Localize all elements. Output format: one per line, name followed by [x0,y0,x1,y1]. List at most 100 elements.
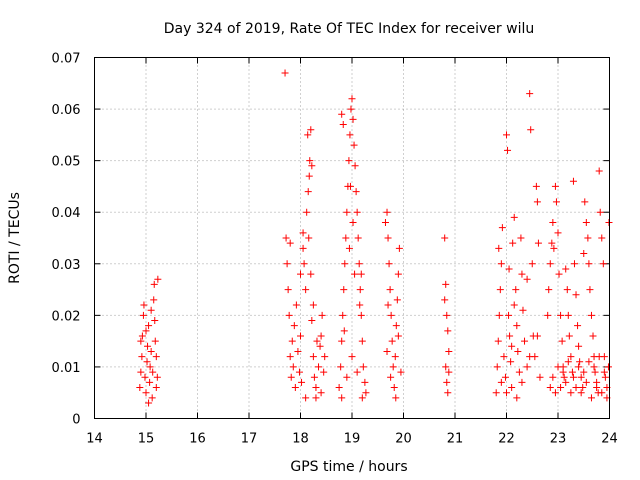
data-point [353,208,361,216]
data-point [303,208,311,216]
data-point [287,373,295,381]
data-point [343,208,351,216]
data-point [567,389,575,397]
data-point [444,389,452,397]
data-point [150,296,158,304]
data-point [513,394,521,402]
data-point [300,260,308,268]
data-point [496,286,504,294]
data-point [149,368,157,376]
data-point [304,188,312,196]
data-point [517,234,525,242]
data-point [352,188,360,196]
data-point [589,332,597,340]
data-point [153,373,161,381]
data-point [586,286,594,294]
data-point [335,384,343,392]
data-point [549,219,557,227]
data-point [523,363,531,371]
data-point [361,378,369,386]
data-point [565,332,573,340]
data-point [518,378,526,386]
data-point [350,141,358,149]
data-point [152,353,160,361]
data-point [590,363,598,371]
data-point [308,317,316,325]
data-point [392,322,400,330]
data-point [309,353,317,361]
x-tick-label: 21 [447,432,464,447]
x-tick-label: 14 [86,432,103,447]
data-point [513,322,521,330]
y-tick-label: 0.01 [52,361,81,376]
tick-labels: 14 15 16 17 18 19 20 21 22 23 24 0 0.01 0.02 0.03 0.04 0… [52,52,618,447]
data-point [340,286,348,294]
data-point [392,394,400,402]
data-point [347,105,355,113]
data-point [505,265,513,273]
data-point [281,69,289,77]
x-tick-label: 22 [498,432,515,447]
data-point [554,363,562,371]
data-point [576,358,584,366]
data-point [495,244,503,252]
data-point [587,394,595,402]
data-point [604,363,612,371]
data-point [600,368,608,376]
data-point [591,368,599,376]
data-point [302,286,310,294]
data-point [282,234,290,242]
data-point [560,373,568,381]
data-point [286,353,294,361]
data-point [587,311,595,319]
data-point [307,126,315,134]
data-point [508,384,516,392]
data-point [295,368,303,376]
data-point [359,363,367,371]
data-point [599,260,607,268]
y-tick-label: 0.07 [52,52,81,67]
data-point [346,182,354,190]
data-point [506,332,514,340]
data-point [339,121,347,129]
data-point [316,342,324,350]
data-point [292,301,300,309]
x-tick-label: 18 [292,432,309,447]
data-point [559,368,567,376]
data-point [143,358,151,366]
data-point [510,213,518,221]
y-tick-label: 0.02 [52,309,81,324]
data-point [562,378,570,386]
data-point [142,327,150,335]
data-point [393,296,401,304]
data-point [442,280,450,288]
data-point [284,286,292,294]
data-point [554,229,562,237]
data-point [605,219,613,227]
data-point [150,280,158,288]
data-point [492,389,500,397]
data-point [348,95,356,103]
data-point [569,177,577,185]
data-point [581,198,589,206]
y-tick-label: 0 [72,413,80,428]
data-point [151,337,159,345]
data-point [572,384,580,392]
data-point [358,394,366,402]
data-point [552,198,560,206]
data-point [495,311,503,319]
data-point [291,384,299,392]
data-point [512,286,520,294]
data-point [397,368,405,376]
data-point [575,363,583,371]
data-point [320,368,328,376]
data-point [500,353,508,361]
data-point [443,378,451,386]
data-point [568,368,576,376]
x-tick-label: 20 [395,432,412,447]
data-point [555,270,563,278]
x-tick-label: 23 [550,432,567,447]
data-point [355,260,363,268]
data-point [519,306,527,314]
data-point [585,260,593,268]
